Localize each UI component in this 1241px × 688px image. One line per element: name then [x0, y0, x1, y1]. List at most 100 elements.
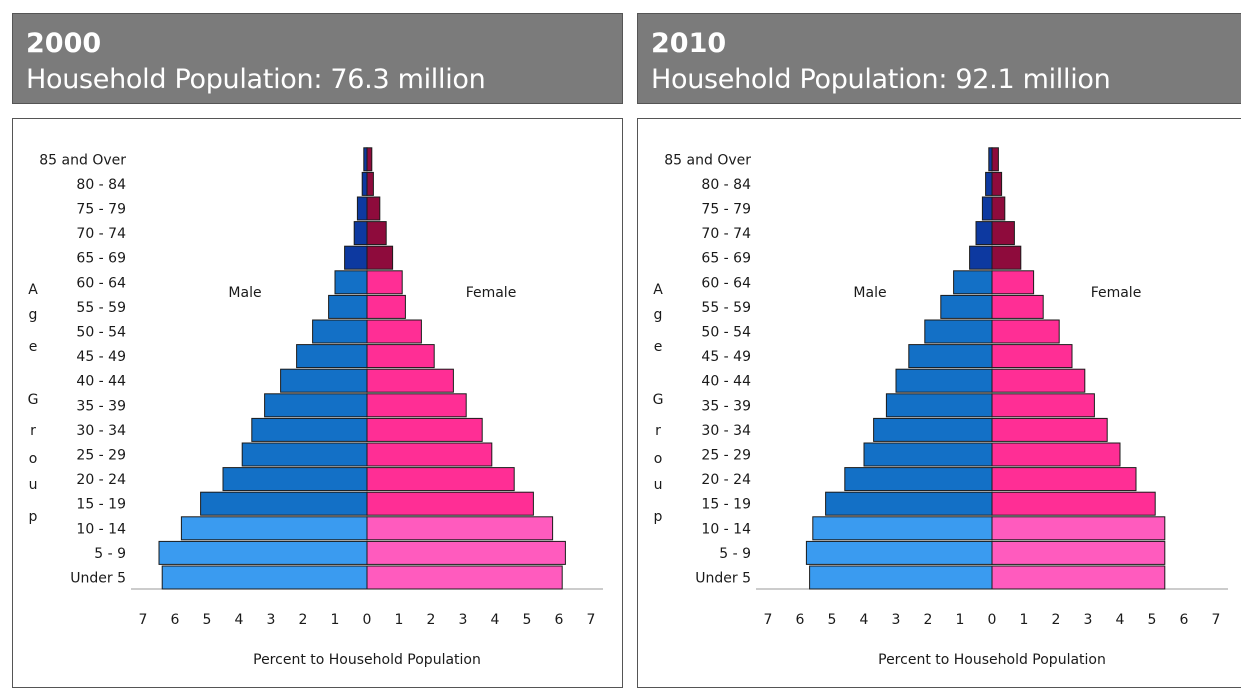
bar-female — [366, 393, 467, 418]
y-axis-letter: u — [654, 477, 663, 493]
age-group-label: 40 - 44 — [701, 374, 751, 390]
y-axis-letter: A — [653, 282, 663, 298]
bar-female — [991, 319, 1060, 344]
bar-male — [328, 294, 368, 319]
age-group-label: 30 - 34 — [701, 423, 751, 439]
bar-female — [991, 147, 999, 172]
bar-female — [991, 270, 1035, 295]
age-group-label: 30 - 34 — [76, 423, 126, 439]
x-tick-label: 1 — [395, 612, 404, 628]
age-group-label: Under 5 — [70, 571, 126, 587]
age-group-label: 65 - 69 — [701, 251, 751, 267]
y-axis-letter: g — [654, 307, 663, 323]
x-tick-label: 7 — [764, 612, 773, 628]
bar-male — [334, 270, 368, 295]
chart-area: Under 5 5 - 9 10 - 14 15 - 19 20 - 24 25 - 29… — [12, 118, 623, 688]
bar-male — [825, 491, 993, 516]
bar-male — [344, 245, 368, 270]
bar-male — [953, 270, 993, 295]
x-tick-label: 2 — [924, 612, 933, 628]
age-group-label: 85 and Over — [664, 152, 751, 168]
bar-female — [366, 147, 373, 172]
y-axis-letter: r — [655, 423, 661, 439]
y-axis-letter: A — [28, 282, 38, 298]
bar-male — [200, 491, 368, 516]
age-group-label: 75 - 79 — [76, 202, 126, 218]
x-tick-label: 3 — [267, 612, 276, 628]
x-tick-label: 4 — [860, 612, 869, 628]
legend-male-label: Male — [228, 285, 261, 301]
bar-male — [241, 442, 368, 467]
age-group-label: 50 - 54 — [76, 325, 126, 341]
bar-female — [991, 344, 1073, 369]
bar-female — [991, 565, 1166, 590]
age-group-label: 20 - 24 — [76, 472, 126, 488]
bar-female — [366, 221, 387, 246]
bar-female — [366, 467, 515, 492]
age-group-label: 15 - 19 — [701, 497, 751, 513]
panel-year: 2010 — [651, 28, 727, 59]
x-tick-label: 0 — [363, 612, 372, 628]
x-tick-label: 5 — [203, 612, 212, 628]
age-group-label: 60 - 64 — [701, 275, 751, 291]
bar-female — [366, 344, 435, 369]
bar-female — [991, 245, 1022, 270]
x-tick-label: 1 — [331, 612, 340, 628]
bar-male — [940, 294, 993, 319]
x-tick-label: 3 — [459, 612, 468, 628]
age-group-label: 70 - 74 — [701, 226, 751, 242]
age-group-label: Under 5 — [695, 571, 751, 587]
bar-male — [296, 344, 368, 369]
bar-female — [991, 294, 1044, 319]
bar-female — [991, 540, 1166, 565]
legend-male-label: Male — [853, 285, 886, 301]
bar-female — [366, 442, 493, 467]
age-group-label: 35 - 39 — [701, 398, 751, 414]
x-tick-label: 6 — [1180, 612, 1189, 628]
bar-female — [366, 565, 563, 590]
x-tick-label: 5 — [523, 612, 532, 628]
panel-household-population: Household Population: 92.1 million — [651, 64, 1111, 95]
panel-year: 2000 — [26, 28, 102, 59]
x-tick-label: 2 — [1052, 612, 1061, 628]
bar-male — [180, 516, 368, 541]
y-axis-letter: G — [28, 392, 39, 408]
age-group-label: 45 - 49 — [701, 349, 751, 365]
pyramid-panel-2000: 2000 Household Population: 76.3 million … — [12, 0, 623, 688]
bar-male — [924, 319, 993, 344]
bar-female — [991, 442, 1121, 467]
bar-female — [991, 491, 1156, 516]
bar-male — [805, 540, 993, 565]
x-tick-label: 2 — [427, 612, 436, 628]
x-tick-label: 6 — [796, 612, 805, 628]
bar-female — [991, 393, 1095, 418]
bar-male — [280, 368, 368, 393]
bar-male — [161, 565, 368, 590]
bar-male — [251, 417, 368, 442]
bar-female — [366, 368, 454, 393]
bar-female — [366, 171, 374, 196]
chart-area: Under 5 5 - 9 10 - 14 15 - 19 20 - 24 25 - 29… — [637, 118, 1241, 688]
bar-male — [885, 393, 993, 418]
y-axis-letter: e — [29, 339, 38, 355]
bar-male — [158, 540, 368, 565]
bar-male — [361, 171, 368, 196]
age-group-label: 60 - 64 — [76, 275, 126, 291]
age-group-label: 40 - 44 — [76, 374, 126, 390]
bar-male — [873, 417, 993, 442]
bar-female — [991, 467, 1137, 492]
x-tick-label: 1 — [1020, 612, 1029, 628]
y-axis-letter: p — [654, 509, 663, 525]
x-axis-label: Percent to Household Population — [878, 652, 1106, 668]
x-tick-label: 2 — [299, 612, 308, 628]
panel-header: 2000 Household Population: 76.3 million — [12, 13, 623, 104]
y-axis-letter: u — [29, 477, 38, 493]
panel-header: 2010 Household Population: 92.1 million — [637, 13, 1241, 104]
age-group-label: 85 and Over — [39, 152, 126, 168]
age-group-label: 5 - 9 — [94, 546, 126, 562]
age-group-label: 55 - 59 — [701, 300, 751, 316]
bar-male — [985, 171, 993, 196]
age-group-label: 5 - 9 — [719, 546, 751, 562]
age-group-label: 10 - 14 — [701, 521, 751, 537]
age-group-label: 10 - 14 — [76, 521, 126, 537]
